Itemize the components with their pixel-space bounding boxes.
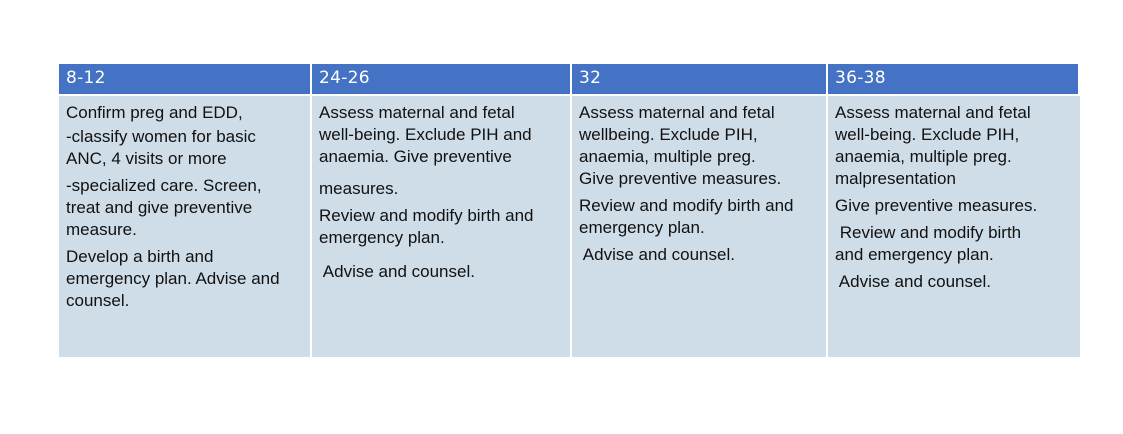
cell-line: anaemia, multiple preg. [835,147,1012,166]
body-cell-24-26: Assess maternal and fetal well-being. Ex… [312,96,572,357]
cell-line: Confirm preg and EDD, [66,103,243,122]
anc-schedule-table: 8-12 24-26 32 36-38 Confirm preg and EDD… [59,64,1080,357]
cell-line: well-being. Exclude PIH and [319,125,532,144]
cell-line: Give preventive measures. [579,169,782,188]
cell-line: Assess maternal and fetal [579,103,775,122]
cell-line: Advise and counsel. [319,262,475,281]
cell-line: Assess maternal and fetal [835,103,1031,122]
cell-line: well-being. Exclude PIH, [835,125,1020,144]
cell-line: Develop a birth and [66,247,214,266]
cell-line: Review and modify birth [835,223,1022,242]
cell-line: Advise and counsel. [835,272,991,291]
cell-line: measures. [319,179,399,198]
cell-line: emergency plan. [579,218,705,237]
body-cell-36-38: Assess maternal and fetal well-being. Ex… [828,96,1080,357]
header-cell-8-12: 8-12 [59,64,312,96]
cell-line: ANC, 4 visits or more [66,149,227,168]
cell-line: -specialized care. Screen, [66,176,262,195]
cell-line: anaemia. Give preventive [319,147,512,166]
cell-line: emergency plan. [319,228,445,247]
cell-line: Advise and counsel. [579,245,735,264]
cell-line: anaemia, multiple preg. [579,147,756,166]
cell-line: malpresentation [835,169,956,188]
header-cell-24-26: 24-26 [312,64,572,96]
body-cell-32: Assess maternal and fetal wellbeing. Exc… [572,96,828,357]
cell-line: Give preventive measures. [835,196,1038,215]
body-cell-8-12: Confirm preg and EDD, -classify women fo… [59,96,312,357]
header-cell-36-38: 36-38 [828,64,1080,96]
cell-line: Review and modify birth and [579,196,794,215]
cell-line: measure. [66,220,137,239]
cell-line: and emergency plan. [835,245,994,264]
cell-line: treat and give preventive [66,198,253,217]
cell-line: Assess maternal and fetal [319,103,515,122]
cell-line: wellbeing. Exclude PIH, [579,125,758,144]
cell-line: emergency plan. Advise and [66,269,280,288]
header-cell-32: 32 [572,64,828,96]
cell-line: counsel. [66,291,130,310]
cell-line: -classify women for basic [66,127,256,146]
cell-line: Review and modify birth and [319,206,534,225]
